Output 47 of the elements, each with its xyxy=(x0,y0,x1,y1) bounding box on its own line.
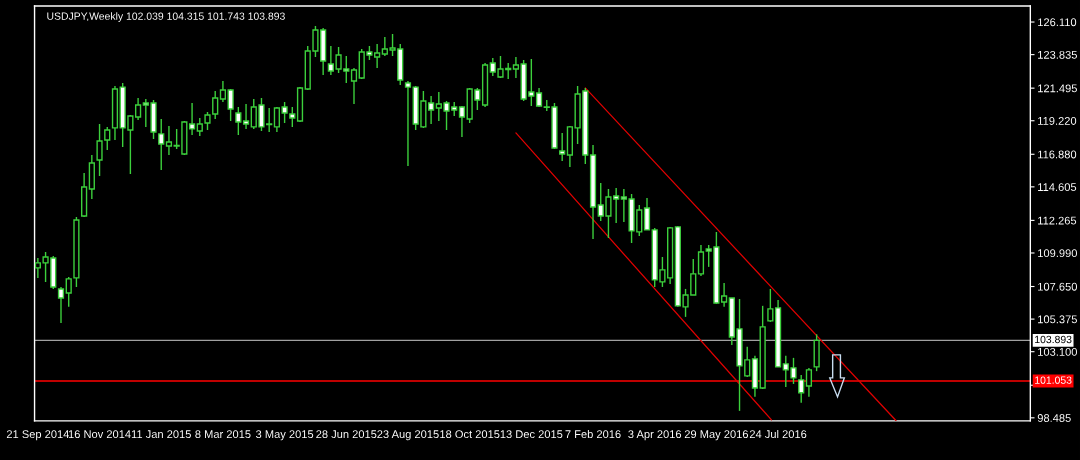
y-tick-label: 126.110 xyxy=(1038,18,1077,27)
y-tick-label: 116.880 xyxy=(1038,150,1077,159)
candlestick xyxy=(805,367,813,398)
candlestick xyxy=(643,197,651,231)
text: USDJPY,Weekly 102.039 104.315 101.743 103.893 xyxy=(47,12,285,22)
x-tick-label: 11 Jan 2015 xyxy=(131,430,191,439)
x-tick-label: 13 Dec 2015 xyxy=(500,430,563,439)
x-tick-label: 16 Nov 2014 xyxy=(68,430,131,439)
candlestick xyxy=(219,80,227,103)
y-tick-label: 103.100 xyxy=(1038,347,1077,356)
ref-line-label: 103.893 xyxy=(1035,335,1072,344)
candlestick xyxy=(512,56,520,79)
x-tick-label: 3 May 2015 xyxy=(256,430,314,441)
candlestick xyxy=(767,288,774,323)
y-tick-label: 98.485 xyxy=(1037,414,1071,422)
x-tick-label: 7 Feb 2016 xyxy=(565,429,621,439)
x-tick-label: 21 Sep 2014 xyxy=(6,430,70,441)
candlestick xyxy=(188,102,196,136)
y-tick-label: 107.650 xyxy=(1038,282,1077,291)
x-tick-label: 18 Oct 2015 xyxy=(440,430,500,439)
y-tick-label: 112.265 xyxy=(1038,216,1077,225)
candlestick xyxy=(227,88,234,122)
candlestick xyxy=(242,103,250,130)
y-tick-label: 109.990 xyxy=(1038,249,1077,258)
x-tick-label: 3 Apr 2016 xyxy=(628,430,682,441)
x-tick-label: 23 Aug 2015 xyxy=(377,430,439,441)
candlestick xyxy=(697,244,705,277)
candlestick xyxy=(535,87,543,108)
candlestick xyxy=(798,374,805,404)
y-tick-label: 119.220 xyxy=(1038,117,1077,125)
ref-line-label: 101.053 xyxy=(1035,376,1072,384)
y-tick-label: 114.605 xyxy=(1038,183,1077,191)
x-tick-label: 24 Jul 2016 xyxy=(749,429,807,439)
candlestick xyxy=(458,105,466,138)
x-tick-label: 29 May 2016 xyxy=(684,430,749,441)
candlestick xyxy=(57,286,65,324)
candlestick xyxy=(404,80,412,167)
candlestick xyxy=(165,125,173,156)
y-tick-label: 121.495 xyxy=(1038,84,1077,93)
x-tick-label: 8 Mar 2015 xyxy=(195,430,251,439)
candlestick xyxy=(559,132,566,162)
y-tick-label: 123.835 xyxy=(1038,50,1077,59)
candlestick xyxy=(235,106,242,136)
candlestick xyxy=(350,67,358,105)
y-tick-label: 105.375 xyxy=(1038,315,1077,324)
candlestick xyxy=(158,118,165,171)
x-tick-label: 28 Jun 2015 xyxy=(316,430,377,439)
